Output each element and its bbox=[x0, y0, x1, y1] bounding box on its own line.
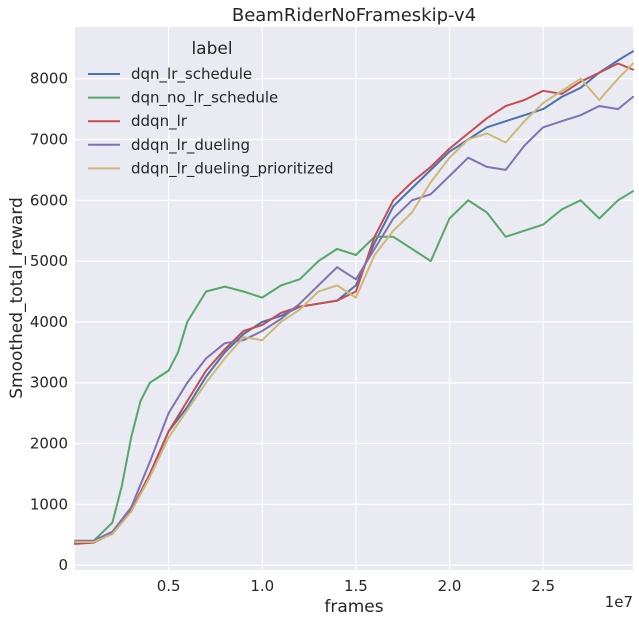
y-axis-label: Smoothed_total_reward bbox=[7, 197, 27, 399]
x-tick-label: 1.0 bbox=[250, 577, 274, 595]
x-tick-label: 0.5 bbox=[157, 577, 181, 595]
series-line-ddqn-lr bbox=[74, 62, 634, 545]
y-tick-label: 2000 bbox=[30, 435, 68, 453]
grid bbox=[75, 27, 633, 570]
legend-entry: ddqn_lr_dueling_prioritized bbox=[131, 159, 334, 178]
y-tick-label: 4000 bbox=[30, 313, 68, 331]
y-tick-label: 8000 bbox=[30, 70, 68, 88]
legend-entry: ddqn_lr bbox=[131, 112, 188, 131]
y-tick-label: 0 bbox=[58, 556, 68, 574]
x-axis-offset-label: 1e7 bbox=[605, 593, 633, 611]
series-line-dqn-no-lr-schedule bbox=[74, 190, 634, 543]
y-tick-label: 5000 bbox=[30, 252, 68, 270]
series-line-ddqn-lr-dueling-prioritized bbox=[74, 62, 634, 543]
legend-entry: dqn_no_lr_schedule bbox=[131, 89, 278, 108]
y-tick-label: 7000 bbox=[30, 130, 68, 148]
x-axis-ticks: 0.5 1.0 1.5 2.0 2.5 bbox=[157, 577, 555, 595]
y-tick-label: 6000 bbox=[30, 191, 68, 209]
legend-items: dqn_lr_schedule dqn_no_lr_schedule ddqn_lr… bbox=[88, 65, 334, 178]
x-tick-label: 1.5 bbox=[344, 577, 368, 595]
x-tick-label: 2.5 bbox=[531, 577, 555, 595]
series-line-ddqn-lr-dueling bbox=[74, 95, 634, 542]
plot-area bbox=[75, 27, 633, 570]
legend-title: label bbox=[191, 39, 232, 59]
legend: label dqn_lr_scheduledqn_no_lr_scheduled… bbox=[88, 39, 334, 178]
y-axis-ticks: 0 1000 2000 3000 4000 5000 6000 7000 8000 bbox=[30, 70, 68, 574]
y-tick-label: 3000 bbox=[30, 374, 68, 392]
legend-entry: dqn_lr_schedule bbox=[131, 65, 252, 84]
series-group bbox=[74, 50, 634, 545]
legend-entry: ddqn_lr_dueling bbox=[131, 136, 250, 155]
x-axis-label: frames bbox=[324, 597, 383, 617]
x-tick-label: 2.0 bbox=[438, 577, 462, 595]
chart-title: BeamRiderNoFrameskip-v4 bbox=[232, 5, 476, 26]
y-tick-label: 1000 bbox=[30, 495, 68, 513]
